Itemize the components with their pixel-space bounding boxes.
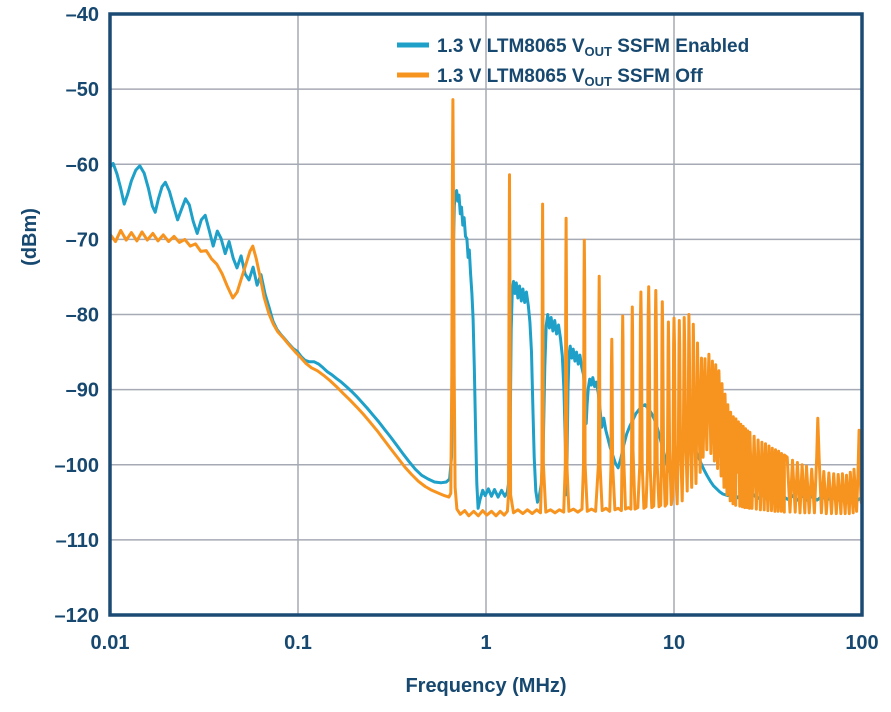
x-tick-label: 0.1 bbox=[284, 632, 312, 654]
y-tick-label: –100 bbox=[55, 455, 100, 477]
x-axis-title: Frequency (MHz) bbox=[405, 675, 566, 697]
y-tick-label: –90 bbox=[66, 380, 99, 402]
legend-label-ssfm-off: 1.3 V LTM8065 VOUT SSFM Off bbox=[437, 66, 703, 89]
x-tick-label: 100 bbox=[845, 632, 878, 654]
x-tick-label: 0.01 bbox=[91, 632, 130, 654]
trace-ssfm-off bbox=[110, 98, 862, 518]
y-tick-label: –80 bbox=[66, 305, 99, 327]
y-tick-label: –50 bbox=[66, 79, 99, 101]
x-tick-label: 1 bbox=[480, 632, 491, 654]
y-tick-label: –40 bbox=[66, 4, 99, 26]
y-tick-label: –120 bbox=[55, 605, 100, 627]
legend-label-ssfm-enabled: 1.3 V LTM8065 VOUT SSFM Enabled bbox=[437, 36, 749, 59]
y-tick-label: –110 bbox=[56, 530, 99, 552]
y-tick-label: –60 bbox=[66, 154, 99, 176]
plot-frame bbox=[108, 12, 864, 617]
y-tick-label: –70 bbox=[66, 229, 99, 251]
y-axis-title: (dBm) bbox=[19, 208, 41, 266]
x-tick-label: 10 bbox=[663, 632, 685, 654]
